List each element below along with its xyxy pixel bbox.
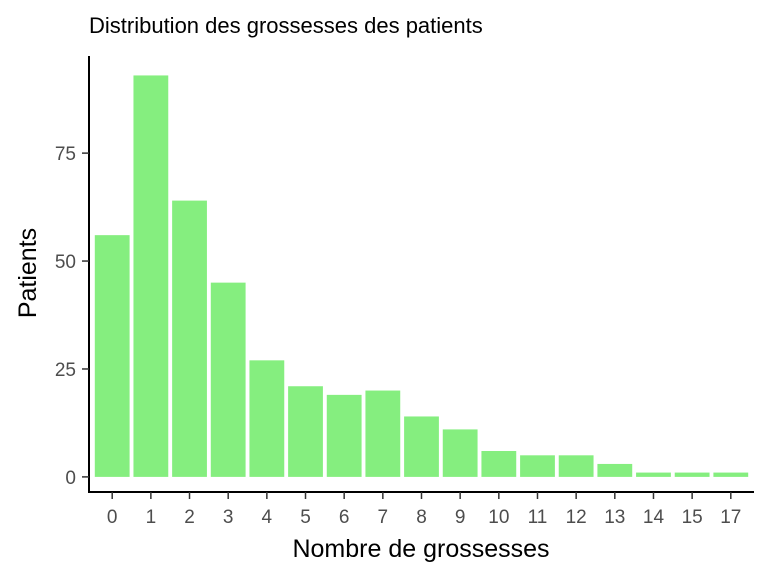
y-axis-title: Patients [14, 228, 42, 318]
x-tick-label-8: 8 [416, 507, 427, 528]
bar-1 [133, 75, 169, 477]
x-tick-label-14: 14 [643, 507, 665, 528]
bar-17 [713, 472, 749, 477]
bar-7 [365, 390, 401, 477]
chart-title: Distribution des grossesses des patients [89, 13, 483, 38]
y-tick-label-0: 0 [65, 468, 76, 489]
bar-15 [674, 472, 710, 477]
x-tick-label-17: 17 [720, 507, 741, 528]
x-tick-label-10: 10 [488, 507, 509, 528]
bar-11 [520, 455, 555, 477]
x-tick-label-12: 12 [566, 507, 587, 528]
x-tick-label-15: 15 [682, 507, 703, 528]
x-axis-ticks: 0 1 2 3 4 5 6 7 8 9 10 11 12 13 14 15 17 [107, 492, 741, 528]
bar-6 [326, 394, 362, 477]
y-tick-label-25: 25 [55, 360, 76, 381]
bar-3 [210, 282, 246, 477]
x-tick-label-6: 6 [339, 507, 350, 528]
bar-0 [94, 235, 130, 477]
bar-14 [636, 472, 671, 477]
x-tick-label-5: 5 [300, 507, 311, 528]
y-tick-label-50: 50 [55, 252, 76, 273]
bar-8 [404, 416, 439, 477]
y-axis-ticks: 0 25 50 75 [55, 144, 89, 489]
x-tick-label-1: 1 [146, 507, 157, 528]
x-tick-label-3: 3 [223, 507, 234, 528]
x-tick-label-13: 13 [604, 507, 625, 528]
x-tick-label-11: 11 [528, 507, 548, 528]
y-tick-label-75: 75 [55, 144, 76, 165]
x-tick-label-2: 2 [184, 507, 195, 528]
bar-2 [172, 200, 207, 477]
bar-4 [249, 360, 285, 477]
x-tick-label-7: 7 [378, 507, 389, 528]
x-axis-title: Nombre de grossesses [292, 535, 549, 563]
bar-5 [288, 386, 323, 477]
x-tick-label-0: 0 [107, 507, 118, 528]
bar-9 [442, 429, 478, 477]
bar-10 [481, 450, 517, 477]
bar-12 [558, 455, 594, 477]
x-tick-label-9: 9 [455, 507, 466, 528]
bar-13 [597, 463, 633, 477]
x-tick-label-4: 4 [262, 507, 273, 528]
bars-group [94, 75, 749, 477]
